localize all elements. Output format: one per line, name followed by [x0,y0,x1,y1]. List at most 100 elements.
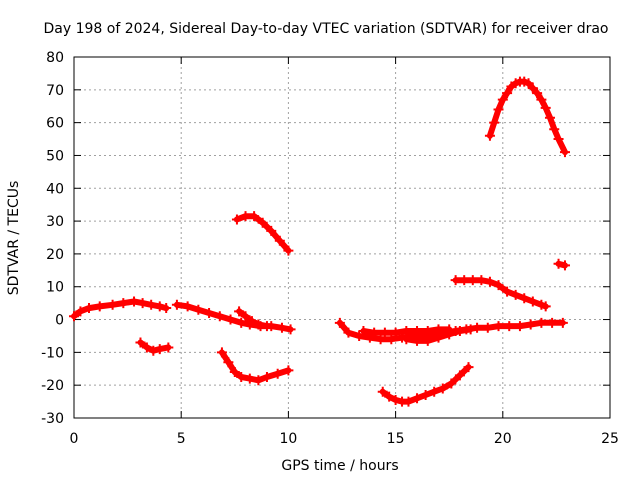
data-point [532,88,543,99]
series-arc-6 [231,211,294,256]
series-arc-5 [216,347,294,386]
data-point [234,306,245,317]
data-point [334,317,345,328]
data-point [118,298,129,309]
data-point [493,104,504,115]
data-point [553,258,564,269]
data-point [276,322,287,333]
data-point [384,391,395,402]
data-point [390,394,401,405]
data-point [412,335,423,346]
data-point [437,383,448,394]
data-point [525,319,536,330]
data-point [171,299,182,310]
data-point [386,334,397,345]
data-point [377,386,388,397]
data-point [343,327,354,338]
series-arc-12 [484,76,570,158]
data-point [244,373,255,384]
data-point [422,326,433,337]
data-point [129,296,140,307]
data-point [465,324,476,335]
data-point [135,337,146,348]
data-point [285,324,296,335]
series-arc-11 [450,275,551,312]
data-point [375,334,386,345]
data-point [463,362,474,373]
data-point [75,306,86,317]
data-point [450,275,461,286]
data-point [484,130,495,141]
y-tick-label: 0 [55,313,64,329]
data-point [422,335,433,346]
data-point [240,211,251,222]
x-tick-label: 5 [177,431,186,447]
data-point [161,303,172,314]
data-point [547,317,558,328]
data-point [107,299,118,310]
data-point [137,298,148,309]
data-point [454,370,465,381]
plot-frame [73,56,611,419]
data-point [369,327,380,338]
data-point [240,311,251,322]
data-point [489,117,500,128]
data-point [223,357,234,368]
data-point [236,317,247,328]
data-point [536,317,547,328]
y-tick-label: 80 [46,50,64,66]
data-point [446,378,457,389]
series-arc-4 [234,306,272,332]
series-arc-9 [401,324,476,346]
data-point [182,301,193,312]
data-point [557,317,568,328]
data-point [493,321,504,332]
x-tick-label: 15 [387,431,405,447]
y-tick-label: -20 [41,378,64,394]
series-arc-1 [69,296,172,322]
data-point [553,134,564,145]
data-point [154,301,165,312]
data-point [403,396,414,407]
series-arc-13 [553,258,570,271]
data-point [510,289,521,300]
ticks: 0 5 10 15 20 25 -30 -20 -10 0 10 20 30 40 50 60 70 80 [41,50,619,447]
data-point [283,245,294,256]
data-point [476,275,487,286]
data-point [467,275,478,286]
data-point [527,296,538,307]
data-point [193,304,204,315]
data-point [549,124,560,135]
x-tick-label: 10 [279,431,297,447]
chart-title: Day 198 of 2024, Sidereal Day-to-day VTE… [43,21,608,37]
data-point [497,94,508,105]
data-point [412,393,423,404]
data-point [514,321,525,332]
data-point [433,332,444,343]
grid [74,57,610,418]
data-point [544,112,555,123]
x-tick-label: 25 [601,431,619,447]
data-point [493,280,504,291]
y-tick-label: 70 [46,83,64,99]
y-tick-label: 60 [46,116,64,132]
data-point [390,327,401,338]
data-point [429,386,440,397]
data-point [214,311,225,322]
data-point [536,94,547,105]
data-point [454,326,465,337]
data-point [163,342,174,353]
y-tick-label: -10 [41,345,64,361]
data-point [148,345,159,356]
data-point [540,102,551,113]
data-point [146,299,157,310]
x-tick-label: 0 [70,431,79,447]
data-point [519,293,530,304]
data-point [459,275,470,286]
data-point [154,344,165,355]
data-point [540,301,551,312]
data-point [420,390,431,401]
data-point [225,314,236,325]
